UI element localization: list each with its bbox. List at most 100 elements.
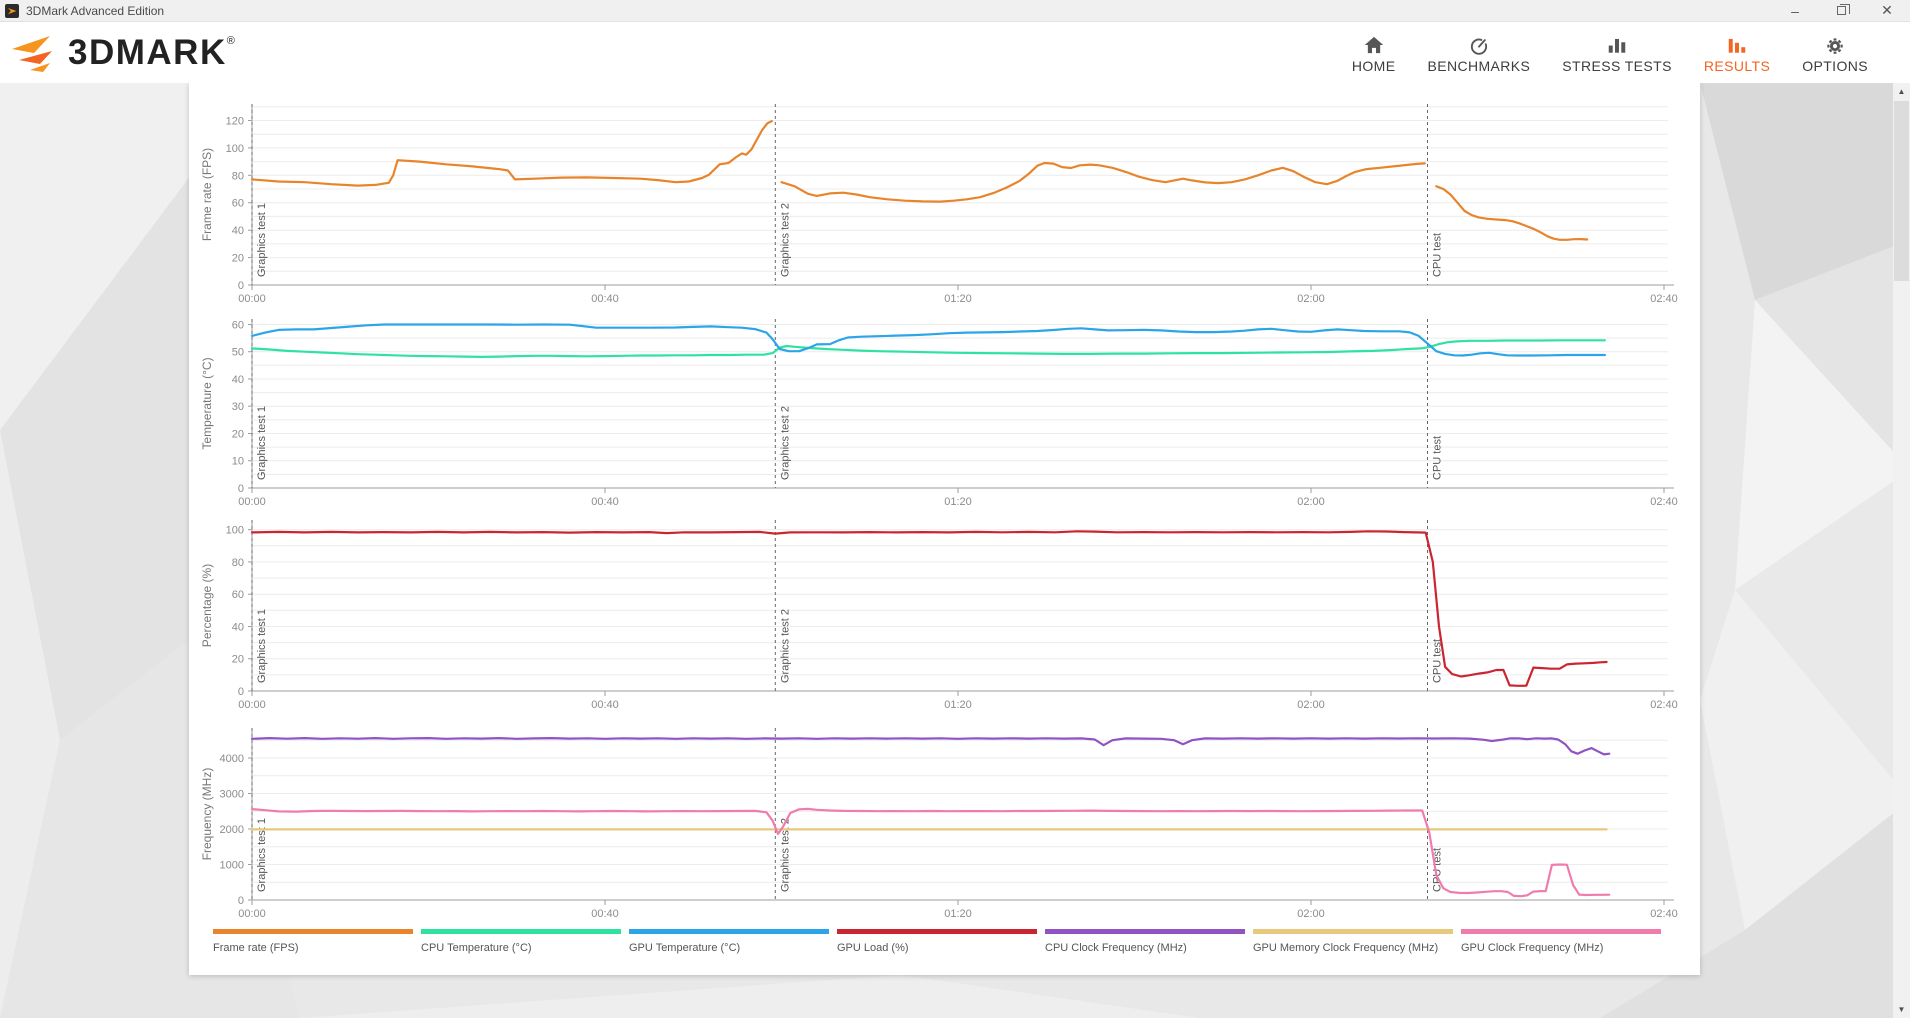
series-line <box>250 736 1611 756</box>
svg-text:00:00: 00:00 <box>238 908 266 920</box>
nav-item-label: OPTIONS <box>1802 57 1868 74</box>
svg-text:0: 0 <box>238 280 244 292</box>
restore-button[interactable] <box>1818 0 1864 21</box>
nav-item-options[interactable]: OPTIONS <box>1786 32 1884 74</box>
y-axis-label: Percentage (%) <box>200 564 214 647</box>
legend-color-bar <box>421 929 621 934</box>
nav-bar: 3DMARK ® HOME BENCHMARKS <box>0 22 1910 83</box>
chart-0: 0 20 40 60 80 100 120 00:00 00:40 01:20 02:00 02:40… <box>200 104 1678 305</box>
test-marker-label: CPU test <box>1432 233 1444 277</box>
svg-text:00:40: 00:40 <box>591 293 619 305</box>
vertical-scrollbar[interactable]: ▲ ▼ <box>1893 83 1910 1018</box>
legend-label: CPU Clock Frequency (MHz) <box>1045 942 1187 954</box>
legend-item: GPU Load (%) <box>837 929 1045 954</box>
y-axis-label: Frame rate (FPS) <box>200 148 214 241</box>
registered-mark: ® <box>226 34 235 47</box>
3dmark-arrow-icon <box>12 35 52 72</box>
chart-3: 0 1000 2000 3000 4000 00:00 00:40 01:20 02:00 02:… <box>200 728 1678 920</box>
nav-item-label: BENCHMARKS <box>1427 57 1531 74</box>
svg-text:02:40: 02:40 <box>1650 293 1678 305</box>
window-title: 3DMark Advanced Edition <box>26 3 165 18</box>
svg-text:4000: 4000 <box>220 753 244 765</box>
nav-item-label: STRESS TESTS <box>1562 57 1672 74</box>
svg-text:00:00: 00:00 <box>238 496 266 508</box>
svg-text:00:40: 00:40 <box>591 496 619 508</box>
legend-color-bar <box>1045 929 1245 934</box>
svg-text:20: 20 <box>232 253 244 265</box>
nav-items: HOME BENCHMARKS STRESS TESTS <box>1336 32 1884 74</box>
svg-text:30: 30 <box>232 401 244 413</box>
svg-text:01:20: 01:20 <box>944 293 972 305</box>
test-marker-label: Graphics test 1 <box>256 203 268 277</box>
legend-label: GPU Clock Frequency (MHz) <box>1461 942 1604 954</box>
y-axis-label: Frequency (MHz) <box>200 768 214 861</box>
svg-text:01:20: 01:20 <box>944 699 972 711</box>
legend-color-bar <box>1253 929 1453 934</box>
legend-item: CPU Temperature (°C) <box>421 929 629 954</box>
legend-label: GPU Temperature (°C) <box>629 942 741 954</box>
legend-color-bar <box>213 929 413 934</box>
legend-label: GPU Memory Clock Frequency (MHz) <box>1253 942 1439 954</box>
svg-text:3000: 3000 <box>220 789 244 801</box>
app-icon <box>5 3 19 18</box>
svg-text:01:20: 01:20 <box>944 496 972 508</box>
test-marker-label: Graphics test 1 <box>256 818 268 892</box>
series-line <box>250 119 773 187</box>
legend-item: Frame rate (FPS) <box>213 929 421 954</box>
series-line <box>250 530 1608 687</box>
window-controls: – ✕ <box>1772 0 1910 21</box>
scroll-down-icon[interactable]: ▼ <box>1897 1005 1906 1014</box>
test-marker-label: Graphics test 1 <box>256 609 268 683</box>
svg-text:01:20: 01:20 <box>944 908 972 920</box>
minimize-button[interactable]: – <box>1791 2 1799 19</box>
bar-chart-icon <box>1606 32 1628 56</box>
svg-text:60: 60 <box>232 198 244 210</box>
scroll-up-icon[interactable]: ▲ <box>1897 87 1906 96</box>
svg-text:40: 40 <box>232 622 244 634</box>
svg-text:00:00: 00:00 <box>238 699 266 711</box>
gauge-icon <box>1468 32 1490 56</box>
svg-text:80: 80 <box>232 170 244 182</box>
results-bars-icon <box>1726 32 1748 56</box>
test-marker-label: Graphics test 2 <box>779 406 791 480</box>
nav-item-stress-tests[interactable]: STRESS TESTS <box>1546 32 1688 74</box>
test-marker-label: Graphics test 2 <box>779 203 791 277</box>
title-bar: 3DMark Advanced Edition – ✕ <box>0 0 1910 22</box>
svg-text:100: 100 <box>226 143 244 155</box>
legend-label: Frame rate (FPS) <box>213 942 299 954</box>
nav-item-home[interactable]: HOME <box>1336 32 1412 74</box>
svg-text:80: 80 <box>232 557 244 569</box>
series-line <box>250 807 1611 898</box>
close-button[interactable]: ✕ <box>1881 2 1893 18</box>
test-marker-label: Graphics test 1 <box>256 406 268 480</box>
scrollbar-thumb[interactable] <box>1894 101 1909 281</box>
svg-text:100: 100 <box>226 525 244 537</box>
legend-item: GPU Clock Frequency (MHz) <box>1461 929 1669 954</box>
svg-text:02:40: 02:40 <box>1650 699 1678 711</box>
chart-1: 0 10 20 30 40 50 60 00:00 00:40 01:20 02:00 02:40 Gr… <box>200 319 1678 508</box>
nav-item-label: RESULTS <box>1703 57 1771 74</box>
legend-color-bar <box>629 929 829 934</box>
svg-text:60: 60 <box>232 589 244 601</box>
legend-item: GPU Temperature (°C) <box>629 929 837 954</box>
nav-item-label: HOME <box>1351 57 1396 74</box>
svg-text:40: 40 <box>232 374 244 386</box>
svg-text:60: 60 <box>232 320 244 332</box>
chart-2: 0 20 40 60 80 100 00:00 00:40 01:20 02:00 02:40 Gra… <box>200 520 1678 711</box>
svg-text:02:00: 02:00 <box>1297 293 1325 305</box>
svg-text:40: 40 <box>232 225 244 237</box>
svg-text:20: 20 <box>232 429 244 441</box>
svg-text:02:40: 02:40 <box>1650 496 1678 508</box>
svg-text:0: 0 <box>238 895 244 907</box>
nav-item-benchmarks[interactable]: BENCHMARKS <box>1411 32 1546 74</box>
series-line <box>780 161 1426 203</box>
legend-color-bar <box>837 929 1037 934</box>
svg-text:02:40: 02:40 <box>1650 908 1678 920</box>
nav-item-results[interactable]: RESULTS <box>1688 32 1786 74</box>
svg-text:20: 20 <box>232 654 244 666</box>
legend-item: GPU Memory Clock Frequency (MHz) <box>1253 929 1461 954</box>
brand-logo: 3DMARK ® <box>12 34 235 72</box>
svg-text:00:40: 00:40 <box>591 908 619 920</box>
legend-label: GPU Load (%) <box>837 942 909 954</box>
